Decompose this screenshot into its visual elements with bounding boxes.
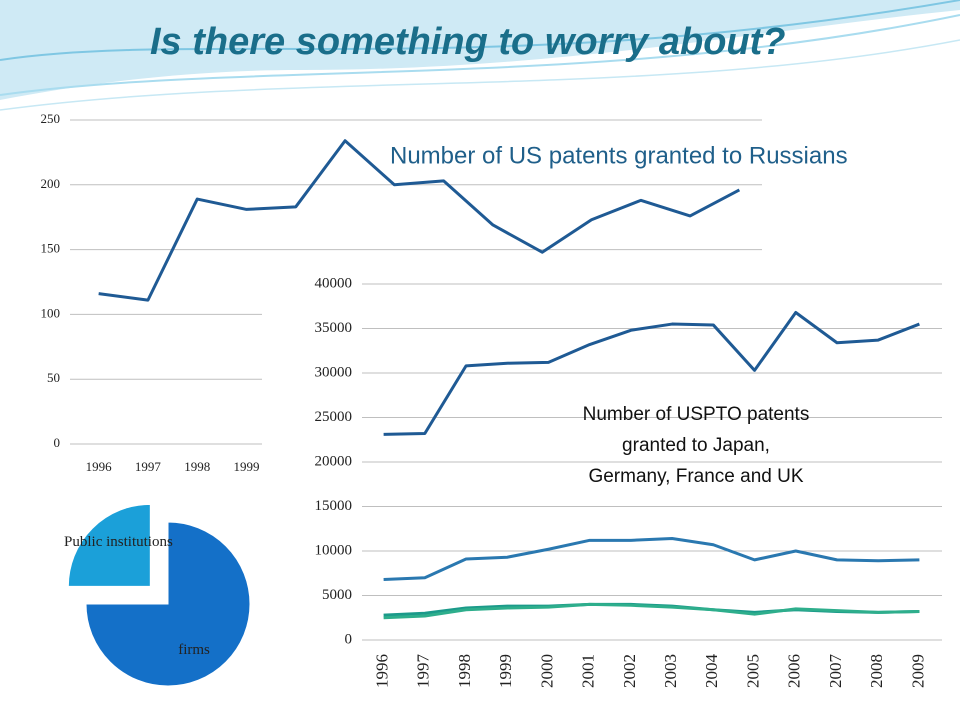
annotation: Germany, France and UK [588,466,803,487]
wave-line [0,14,960,96]
y-tick-label: 35000 [315,320,353,336]
x-tick-label: 1999 [234,459,260,474]
x-tick-label: 1997 [414,654,433,689]
chart-title: Number of US patents granted to Russians [390,142,848,169]
y-tick-label: 25000 [315,409,353,425]
line-series [383,602,920,620]
y-tick-label: 5000 [322,587,352,603]
pie-slice [85,521,251,687]
wave-line [0,39,960,111]
x-tick-label: 1998 [455,654,474,688]
y-tick-label: 100 [41,305,61,320]
y-tick-label: 150 [41,241,61,256]
y-tick-label: 20000 [315,453,353,469]
y-tick-label: 0 [54,435,61,450]
x-tick-label: 2003 [661,654,680,688]
y-tick-label: 10000 [315,542,353,558]
x-tick-label: 1998 [184,459,210,474]
wave [0,0,960,100]
x-tick-label: 1997 [135,459,162,474]
y-tick-label: 40000 [315,275,353,291]
y-tick-label: 50 [47,370,60,385]
wave-line [0,0,960,61]
y-tick-label: 0 [345,631,353,647]
x-tick-label: 2006 [785,654,804,688]
x-tick-label: 1999 [496,654,515,688]
x-tick-label: 2002 [620,654,639,688]
annotation: Number of USPTO patents [583,404,810,425]
x-tick-label: 2007 [826,654,845,689]
chart-uspto: 0 5000 10000 15000 20000 25000 30000 35000 40000… [315,275,942,689]
pie-slice [67,503,151,587]
x-tick-label: 1996 [373,654,392,688]
line-series [383,310,920,436]
x-tick-label: 2004 [702,654,721,689]
pie-label: Public institutions [64,534,173,551]
y-tick-label: 15000 [315,498,353,514]
chart-russia: 0 50 100 150 200 250 1996 1997 1998 1999 Number of… [41,111,848,474]
x-tick-label: 2001 [579,654,598,688]
pie-label: firms [178,642,210,659]
annotation: granted to Japan, [622,435,770,456]
y-tick-label: 30000 [315,364,353,380]
x-tick-label: 2008 [867,654,886,688]
x-tick-label: 2009 [908,654,927,688]
chart-panel [262,258,952,720]
x-tick-label: 2000 [537,654,556,688]
x-tick-label: 2005 [743,654,762,688]
y-tick-label: 250 [41,111,61,126]
line-series [98,139,741,302]
chart-pie [67,503,251,687]
x-tick-label: 1996 [86,459,113,474]
line-series [383,537,920,581]
slide-title: Is there something to worry about? [150,21,786,63]
y-tick-label: 200 [41,176,61,191]
